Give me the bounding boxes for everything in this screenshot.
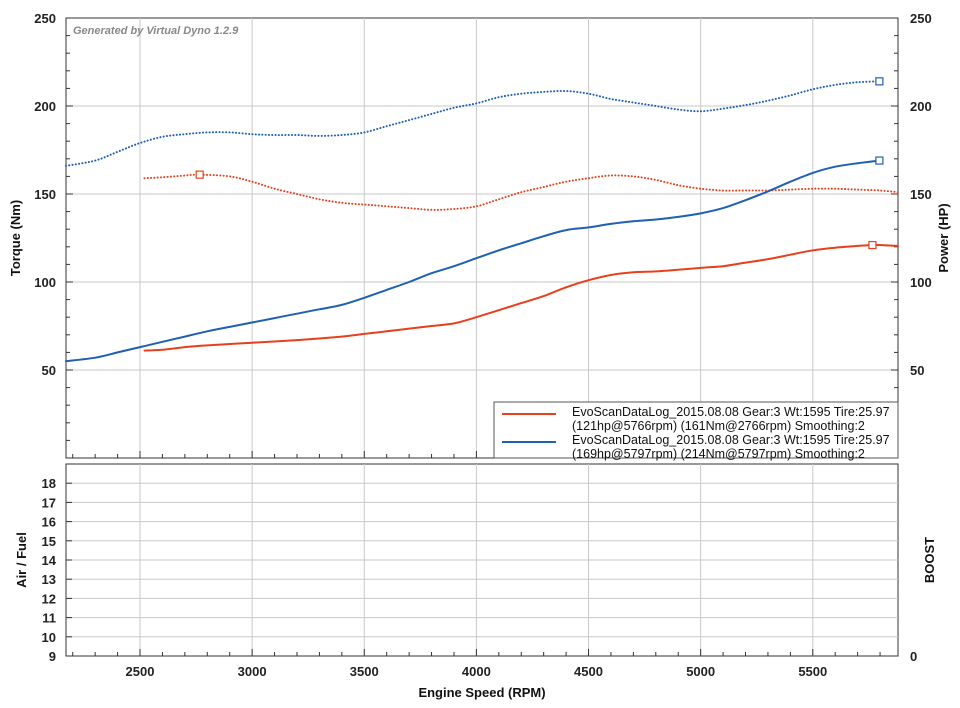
air-fuel-tick-label: 17 (42, 495, 56, 510)
peak-marker (868, 240, 877, 250)
legend-line-2: (169hp@5797rpm) (214Nm@5797rpm) Smoothin… (572, 447, 865, 461)
legend-line-1: EvoScanDataLog_2015.08.08 Gear:3 Wt:1595… (572, 433, 890, 447)
boost-axis-title: BOOST (922, 537, 937, 583)
red-torque-line (143, 173, 899, 211)
torque-tick-label: 150 (34, 187, 56, 202)
top-plot-frame (65, 17, 899, 459)
power-tick-label: 200 (910, 99, 932, 114)
torque-tick-labels: 50 100 150 200 250 (34, 11, 56, 378)
air-fuel-tick-label: 16 (42, 515, 56, 530)
rpm-tick-label: 5000 (686, 664, 715, 679)
torque-tick-label: 100 (34, 275, 56, 290)
air-fuel-tick-labels: 9 10 11 12 13 14 15 16 17 18 (42, 476, 57, 664)
air-fuel-tick-label: 18 (42, 476, 56, 491)
power-tick-labels: 50 100 150 200 250 (910, 11, 932, 378)
air-fuel-axis-title: Air / Fuel (14, 532, 29, 588)
power-axis-title: Power (HP) (936, 203, 951, 272)
torque-tick-label: 50 (42, 363, 56, 378)
legend: EvoScanDataLog_2015.08.08 Gear:3 Wt:1595… (493, 401, 899, 461)
legend-line-2: (121hp@5766rpm) (161Nm@2766rpm) Smoothin… (572, 419, 865, 433)
air-fuel-tick-label: 9 (49, 649, 56, 664)
air-fuel-panel: 9 10 11 12 13 14 15 16 17 18 0 2500 3000 3500 4000 45… (14, 463, 937, 700)
power-tick-label: 150 (910, 187, 932, 202)
air-fuel-tick-label: 14 (42, 553, 57, 568)
torque-power-panel: 50 100 150 200 250 50 100 150 200 250 Generated … (8, 11, 951, 461)
bottom-grid (66, 464, 898, 656)
air-fuel-tick-label: 13 (42, 572, 56, 587)
air-fuel-tick-label: 11 (42, 611, 56, 626)
power-tick-label: 50 (910, 363, 924, 378)
rpm-tick-label: 5500 (798, 664, 827, 679)
series-group (65, 77, 899, 363)
boost-tick-labels: 0 (910, 649, 917, 664)
air-fuel-tick-label: 15 (42, 534, 56, 549)
power-tick-label: 100 (910, 275, 932, 290)
rpm-tick-label: 4000 (462, 664, 491, 679)
peak-marker (195, 170, 204, 179)
rpm-tick-labels: 2500 3000 3500 4000 4500 5000 5500 (126, 664, 828, 679)
boost-tick-label: 0 (910, 649, 917, 664)
air-fuel-tick-label: 12 (42, 591, 56, 606)
rpm-tick-label: 4500 (574, 664, 603, 679)
rpm-tick-label: 3000 (238, 664, 267, 679)
top-grid (66, 18, 898, 458)
rpm-axis-title: Engine Speed (RPM) (418, 685, 545, 700)
legend-line-1: EvoScanDataLog_2015.08.08 Gear:3 Wt:1595… (572, 405, 890, 419)
peak-marker (875, 77, 884, 86)
bottom-tick-marks (66, 482, 881, 657)
peak-marker (875, 156, 884, 165)
torque-axis-title: Torque (Nm) (8, 200, 23, 276)
power-tick-label: 250 (910, 11, 932, 26)
blue-torque-line (65, 80, 881, 167)
blue-power-line (65, 159, 881, 363)
red-power-line (143, 243, 899, 352)
watermark-text: Generated by Virtual Dyno 1.2.9 (73, 25, 239, 37)
air-fuel-tick-label: 10 (42, 630, 56, 645)
torque-tick-label: 200 (34, 99, 56, 114)
legend-box (493, 401, 899, 459)
torque-tick-label: 250 (34, 11, 56, 26)
rpm-tick-label: 3500 (350, 664, 379, 679)
rpm-tick-label: 2500 (126, 664, 155, 679)
